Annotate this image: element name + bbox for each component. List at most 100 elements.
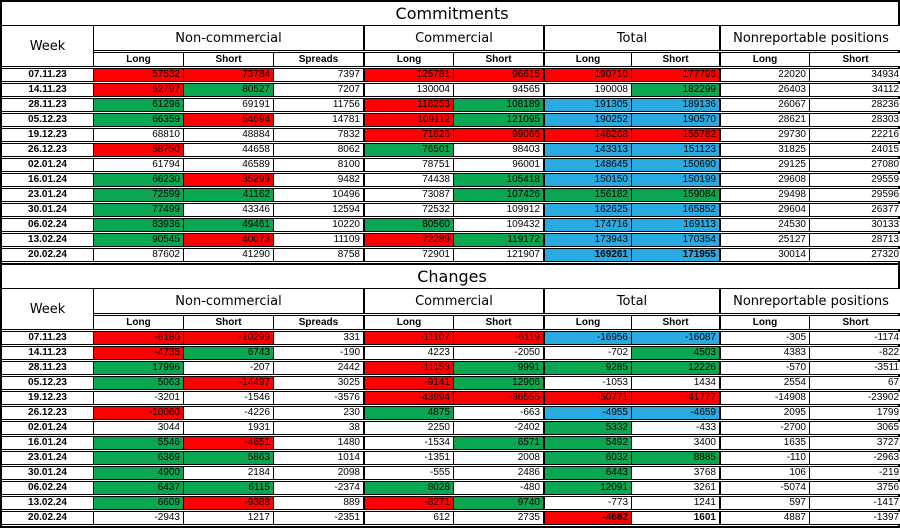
cell-nr-short[interactable]: -822 xyxy=(810,346,900,360)
cell-t-long[interactable]: 190710 xyxy=(544,68,632,82)
cell-nr-long[interactable]: 24530 xyxy=(720,218,810,232)
cell-nc-spreads[interactable]: 1480 xyxy=(274,436,364,450)
cell-nc-long[interactable]: 61794 xyxy=(94,158,184,172)
cell-nr-short[interactable]: -1174 xyxy=(810,331,900,345)
cell-nr-short[interactable]: 3065 xyxy=(810,421,900,435)
cell-c-long[interactable]: -11153 xyxy=(364,361,454,375)
cell-c-short[interactable]: 109432 xyxy=(454,218,544,232)
cell-nr-short[interactable]: -1397 xyxy=(810,511,900,525)
cell-nc-spreads[interactable]: 9482 xyxy=(274,173,364,187)
cell-nr-long[interactable]: 106 xyxy=(720,466,810,480)
cell-nc-long[interactable]: 72599 xyxy=(94,188,184,202)
cell-nr-short[interactable]: 26377 xyxy=(810,203,900,217)
cell-nc-long[interactable]: 61296 xyxy=(94,98,184,112)
cell-t-long[interactable]: 174716 xyxy=(544,218,632,232)
cell-t-short[interactable]: 12226 xyxy=(632,361,720,375)
cell-nc-spreads[interactable]: -3576 xyxy=(274,391,364,405)
cell-nr-short[interactable]: 29596 xyxy=(810,188,900,202)
cell-c-short[interactable]: -2050 xyxy=(454,346,544,360)
cell-c-short[interactable]: 121907 xyxy=(454,248,544,262)
cell-nc-spreads[interactable]: 10220 xyxy=(274,218,364,232)
cell-c-short[interactable]: 121095 xyxy=(454,113,544,127)
cell-t-long[interactable]: -702 xyxy=(544,346,632,360)
cell-nr-short[interactable]: 28303 xyxy=(810,113,900,127)
cell-nc-long[interactable]: -3201 xyxy=(94,391,184,405)
cell-c-long[interactable]: -555 xyxy=(364,466,454,480)
cell-t-short[interactable]: 151123 xyxy=(632,143,720,157)
cell-nc-short[interactable]: 54694 xyxy=(184,113,274,127)
cell-t-long[interactable]: -773 xyxy=(544,496,632,510)
cell-nc-short[interactable]: 48884 xyxy=(184,128,274,142)
cell-t-short[interactable]: 177796 xyxy=(632,68,720,82)
cell-c-long[interactable]: 612 xyxy=(364,511,454,525)
cell-t-short[interactable]: 189136 xyxy=(632,98,720,112)
cell-t-short[interactable]: 170354 xyxy=(632,233,720,247)
cell-nc-short[interactable]: 46589 xyxy=(184,158,274,172)
cell-c-short[interactable]: -480 xyxy=(454,481,544,495)
cell-t-short[interactable]: 4503 xyxy=(632,346,720,360)
cell-c-short[interactable]: 94565 xyxy=(454,83,544,97)
cell-nr-long[interactable]: -305 xyxy=(720,331,810,345)
cell-nc-short[interactable]: 6743 xyxy=(184,346,274,360)
cell-c-short[interactable]: 9991 xyxy=(454,361,544,375)
cell-c-short[interactable]: -2402 xyxy=(454,421,544,435)
cell-t-long[interactable]: 12091 xyxy=(544,481,632,495)
cell-c-short[interactable]: 105418 xyxy=(454,173,544,187)
cell-t-long[interactable]: 162625 xyxy=(544,203,632,217)
cell-c-long[interactable]: -11107 xyxy=(364,331,454,345)
cell-t-short[interactable]: -4659 xyxy=(632,406,720,420)
cell-week[interactable]: 02.01.24 xyxy=(2,158,94,172)
cell-c-long[interactable]: 76501 xyxy=(364,143,454,157)
cell-week[interactable]: 30.01.24 xyxy=(2,203,94,217)
cell-nc-spreads[interactable]: 38 xyxy=(274,421,364,435)
cell-week[interactable]: 20.02.24 xyxy=(2,511,94,525)
cell-week[interactable]: 28.11.23 xyxy=(2,361,94,375)
cell-nr-long[interactable]: -5074 xyxy=(720,481,810,495)
cell-nr-long[interactable]: 29604 xyxy=(720,203,810,217)
cell-c-long[interactable]: 118253 xyxy=(364,98,454,112)
cell-nc-short[interactable]: 80527 xyxy=(184,83,274,97)
cell-nc-short[interactable]: 1217 xyxy=(184,511,274,525)
cell-nc-long[interactable]: -10060 xyxy=(94,406,184,420)
cell-week[interactable]: 13.02.24 xyxy=(2,233,94,247)
cell-nr-long[interactable]: -2700 xyxy=(720,421,810,435)
cell-c-short[interactable]: -663 xyxy=(454,406,544,420)
cell-c-short[interactable]: 2486 xyxy=(454,466,544,480)
cell-t-long[interactable]: 190008 xyxy=(544,83,632,97)
cell-nc-short[interactable]: 41290 xyxy=(184,248,274,262)
cell-nc-spreads[interactable]: 3025 xyxy=(274,376,364,390)
cell-week[interactable]: 02.01.24 xyxy=(2,421,94,435)
cell-nr-short[interactable]: 1799 xyxy=(810,406,900,420)
cell-nc-spreads[interactable]: 7207 xyxy=(274,83,364,97)
cell-t-long[interactable]: 9285 xyxy=(544,361,632,375)
cell-c-long[interactable]: 73087 xyxy=(364,188,454,202)
cell-nc-short[interactable]: -4651 xyxy=(184,436,274,450)
cell-t-long[interactable]: -50771 xyxy=(544,391,632,405)
cell-nc-spreads[interactable]: 7397 xyxy=(274,68,364,82)
cell-nr-short[interactable]: -1417 xyxy=(810,496,900,510)
cell-t-short[interactable]: 190570 xyxy=(632,113,720,127)
cell-t-short[interactable]: 1241 xyxy=(632,496,720,510)
cell-nc-long[interactable]: 87602 xyxy=(94,248,184,262)
cell-nc-short[interactable]: -4226 xyxy=(184,406,274,420)
cell-nc-spreads[interactable]: 11756 xyxy=(274,98,364,112)
cell-nc-long[interactable]: -6180 xyxy=(94,331,184,345)
cell-t-short[interactable]: 169113 xyxy=(632,218,720,232)
cell-t-long[interactable]: 148645 xyxy=(544,158,632,172)
cell-nr-long[interactable]: 2095 xyxy=(720,406,810,420)
cell-nr-short[interactable]: 27320 xyxy=(810,248,900,262)
cell-c-short[interactable]: 6571 xyxy=(454,436,544,450)
cell-nc-short[interactable]: -10299 xyxy=(184,331,274,345)
cell-t-long[interactable]: 6443 xyxy=(544,466,632,480)
cell-nc-long[interactable]: 5546 xyxy=(94,436,184,450)
cell-c-short[interactable]: -36555 xyxy=(454,391,544,405)
cell-nc-short[interactable]: 2184 xyxy=(184,466,274,480)
cell-c-long[interactable]: 109112 xyxy=(364,113,454,127)
cell-nc-spreads[interactable]: 8100 xyxy=(274,158,364,172)
cell-week[interactable]: 07.11.23 xyxy=(2,68,94,82)
cell-t-long[interactable]: 150150 xyxy=(544,173,632,187)
cell-nc-spreads[interactable]: -2374 xyxy=(274,481,364,495)
cell-c-long[interactable]: 8028 xyxy=(364,481,454,495)
cell-nc-long[interactable]: -2943 xyxy=(94,511,184,525)
cell-nr-short[interactable]: 24015 xyxy=(810,143,900,157)
